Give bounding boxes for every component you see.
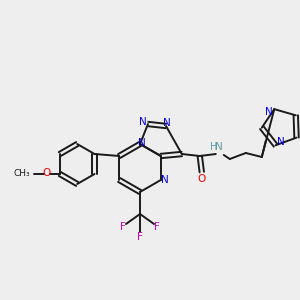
Text: F: F	[120, 222, 126, 232]
Text: N: N	[139, 117, 147, 127]
Text: F: F	[154, 222, 160, 232]
Text: F: F	[137, 232, 143, 242]
Text: N: N	[266, 107, 273, 117]
Text: N: N	[138, 138, 146, 148]
Text: O: O	[198, 174, 206, 184]
Text: N: N	[161, 175, 169, 185]
Text: N: N	[163, 118, 171, 128]
Text: O: O	[43, 168, 51, 178]
Text: CH₃: CH₃	[13, 169, 30, 178]
Text: N: N	[277, 137, 284, 147]
Text: H: H	[210, 142, 218, 152]
Text: N: N	[215, 142, 223, 152]
